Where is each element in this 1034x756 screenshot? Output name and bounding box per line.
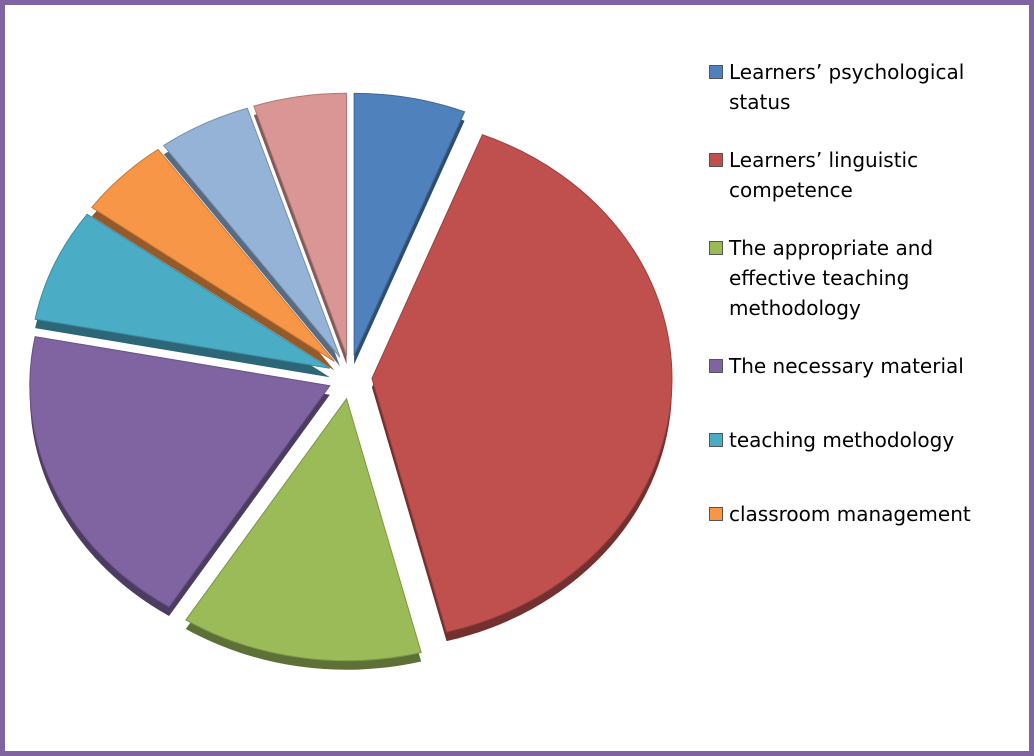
pie-slice xyxy=(29,336,331,608)
legend-entry: classroom management xyxy=(705,499,1025,529)
legend-entry: The appropriate and effective teaching m… xyxy=(705,233,1025,323)
legend-label: classroom management xyxy=(729,502,971,526)
legend-swatch xyxy=(709,507,723,521)
legend-label: Learners’ psychological status xyxy=(729,60,965,114)
pie-slice xyxy=(371,134,673,633)
pie-slice xyxy=(162,107,341,358)
legend-entry: Learners’ linguistic competence xyxy=(705,145,1025,205)
pie-chart xyxy=(29,92,673,670)
pie-slice xyxy=(353,92,466,356)
legend-swatch xyxy=(709,153,723,167)
legend-entry: The necessary material xyxy=(705,351,1025,381)
legend-label: The appropriate and effective teaching m… xyxy=(729,236,934,320)
legend-label: Learners’ linguistic competence xyxy=(729,148,919,202)
legend-swatch xyxy=(709,359,723,373)
legend-entry: Learners’ psychological status xyxy=(705,57,1025,117)
legend-label: teaching methodology xyxy=(729,428,955,452)
legend-swatch xyxy=(709,241,723,255)
pie-slice xyxy=(253,92,348,356)
legend-swatch xyxy=(709,65,723,79)
pie-slice xyxy=(90,148,335,362)
legend-swatch xyxy=(709,433,723,447)
legend-label: The necessary material xyxy=(729,354,964,378)
legend: Learners’ psychological status Learners’ … xyxy=(705,57,1025,573)
pie-slice xyxy=(34,213,331,369)
pie-slice xyxy=(185,397,422,662)
legend-entry: teaching methodology xyxy=(705,425,1025,455)
